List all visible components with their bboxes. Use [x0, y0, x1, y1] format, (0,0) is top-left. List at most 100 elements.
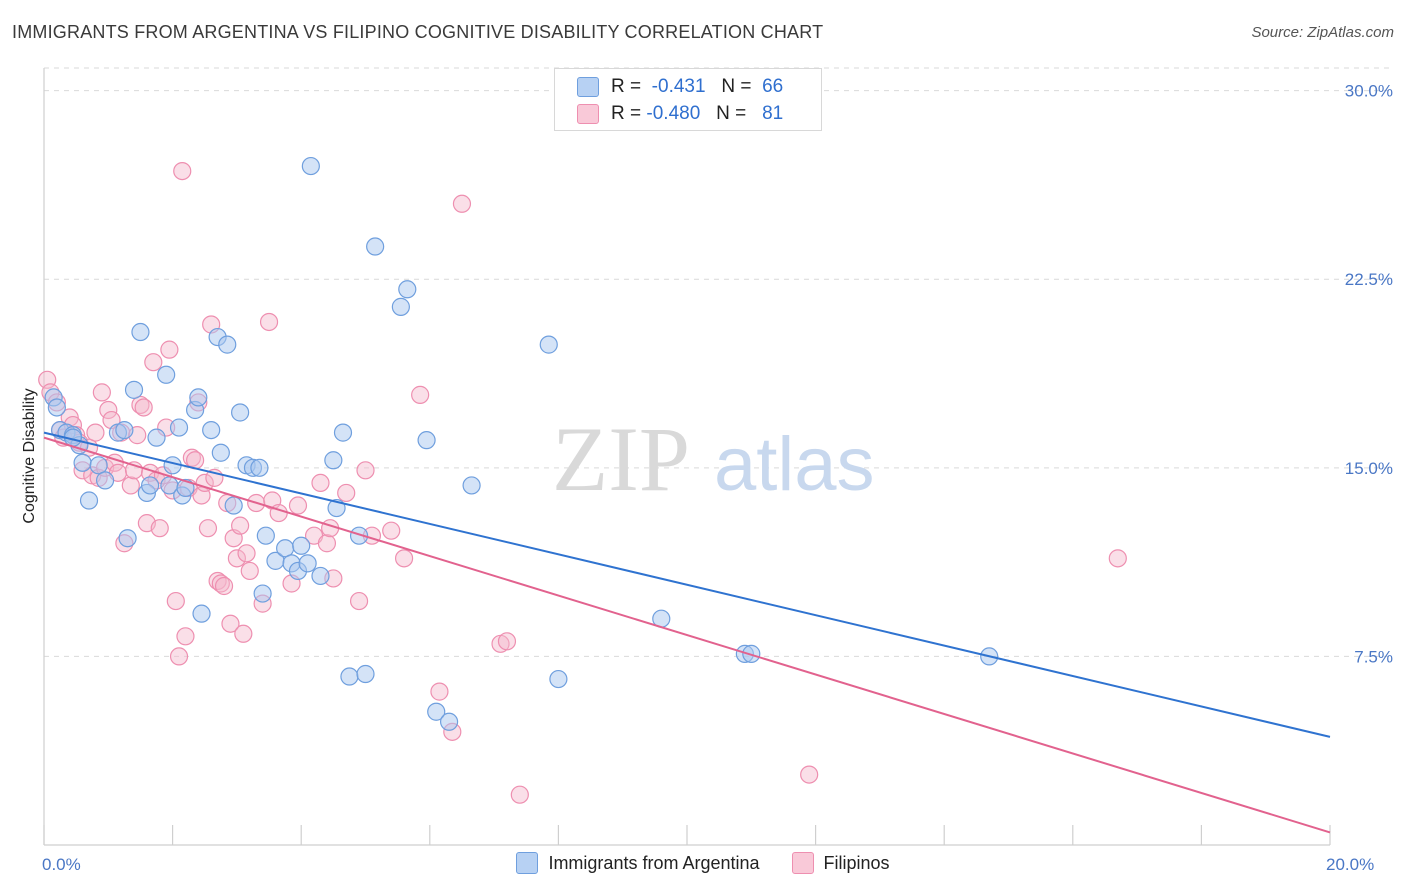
series-swatch-pink [791, 852, 814, 874]
filipinos-point [195, 473, 214, 493]
argentina-point [298, 554, 317, 573]
argentina-point [147, 428, 166, 447]
argentina-point [356, 664, 375, 684]
trendlines [43, 431, 1331, 834]
argentina-point [276, 539, 295, 558]
filipinos-point [221, 614, 240, 633]
argentina-point [539, 335, 558, 354]
filipinos-point [182, 448, 201, 467]
argentina-point [140, 476, 160, 495]
filipinos-point [99, 400, 118, 420]
x-ticks [43, 825, 1331, 845]
filipinos-point [1108, 549, 1127, 568]
filipinos-point [349, 591, 369, 611]
argentina-point [391, 297, 410, 316]
filipinos-point [227, 549, 246, 568]
legend-r-label: R = [611, 76, 642, 97]
argentina-point [427, 702, 446, 721]
filipinos-point [411, 385, 430, 404]
filipinos-point [92, 383, 111, 402]
argentina-point [118, 529, 137, 548]
x-tick-label-max: 20.0% [1326, 855, 1374, 874]
filipinos-point [160, 340, 179, 359]
filipinos-point [121, 476, 140, 495]
x-tick-label-min: 0.0% [42, 855, 81, 874]
series-label-filipinos: Filipinos [823, 852, 890, 873]
legend-row-argentina: R = -0.431 N = 66 [577, 75, 783, 99]
filipinos-point [150, 519, 169, 538]
filipinos-point [288, 496, 308, 515]
argentina-point [115, 420, 134, 440]
filipinos-point [497, 632, 517, 651]
argentina-point [439, 712, 459, 731]
argentina-point [176, 478, 195, 498]
argentina-point [169, 418, 189, 437]
argentina-point [73, 453, 92, 472]
filipinos-point [131, 395, 150, 415]
filipinos-point [214, 576, 234, 596]
filipinos-point [510, 785, 529, 804]
series-legend: Immigrants from Argentina Filipinos [0, 852, 1406, 874]
legend-r-value: -0.431 [651, 76, 706, 97]
legend-n-label: N = [721, 76, 752, 97]
argentina-point [417, 431, 436, 450]
chart-title: IMMIGRANTS FROM ARGENTINA VS FILIPINO CO… [12, 22, 824, 42]
argentina-point [256, 526, 275, 545]
argentina-point [340, 667, 359, 686]
argentina-point [131, 322, 150, 342]
argentina-point [95, 471, 115, 490]
argentina-point [189, 388, 208, 407]
argentina-point [211, 443, 230, 462]
filipinos-point [240, 561, 259, 581]
filipinos-point [211, 574, 230, 593]
filipinos-point [231, 516, 250, 535]
series-legend-filipinos: Filipinos [791, 852, 890, 874]
y-axis-title: Cognitive Disability [21, 388, 38, 523]
argentina-point [124, 380, 144, 399]
filipinos-point [356, 461, 375, 480]
filipinos-point [337, 483, 356, 503]
y-tick-labels: 7.5% 15.0% 22.5% 30.0% [1345, 82, 1393, 667]
argentina-trendline [43, 431, 1331, 738]
filipinos-point [394, 549, 414, 568]
filipinos-point [86, 423, 105, 442]
argentina-point [253, 584, 272, 603]
argentina-point [462, 476, 481, 495]
argentina-point [79, 491, 99, 510]
series-swatch-blue [516, 852, 539, 874]
watermark-atlas: atlas [714, 422, 875, 507]
filipinos-point [259, 312, 279, 332]
legend-r-value: -0.480 [646, 103, 701, 124]
argentina-point [224, 496, 243, 515]
argentina-point [333, 423, 353, 442]
argentina-point [366, 237, 385, 256]
filipinos-point [800, 765, 819, 784]
watermark-zip: ZIP [552, 408, 690, 510]
filipinos-point [176, 627, 195, 646]
argentina-point [250, 458, 269, 477]
filipinos-point [198, 519, 218, 538]
filipinos-point [134, 398, 153, 417]
filipinos-point [237, 544, 256, 563]
argentina-point [89, 456, 108, 475]
argentina-point [301, 156, 320, 176]
argentina-point [349, 526, 369, 545]
legend-swatch-pink [577, 104, 599, 124]
filipinos-point [430, 682, 449, 701]
argentina-point [47, 398, 66, 417]
legend-n-value: 81 [762, 103, 784, 124]
legend-n-value: 66 [762, 76, 784, 97]
legend-r-label: R = [611, 103, 642, 124]
argentina-point [398, 280, 417, 299]
argentina-point [192, 604, 211, 623]
argentina-point [202, 420, 221, 440]
filipinos-point [311, 473, 330, 493]
legend-row-filipinos: R = -0.480 N = 81 [577, 102, 783, 126]
filipinos-trendline [43, 436, 1331, 834]
y-tick-label: 15.0% [1345, 459, 1393, 478]
y-tick-label: 22.5% [1345, 270, 1393, 289]
y-tick-label: 7.5% [1354, 647, 1393, 666]
argentina-point [218, 335, 237, 354]
y-tick-label: 30.0% [1345, 82, 1393, 101]
legend-n-label: N = [716, 103, 747, 124]
